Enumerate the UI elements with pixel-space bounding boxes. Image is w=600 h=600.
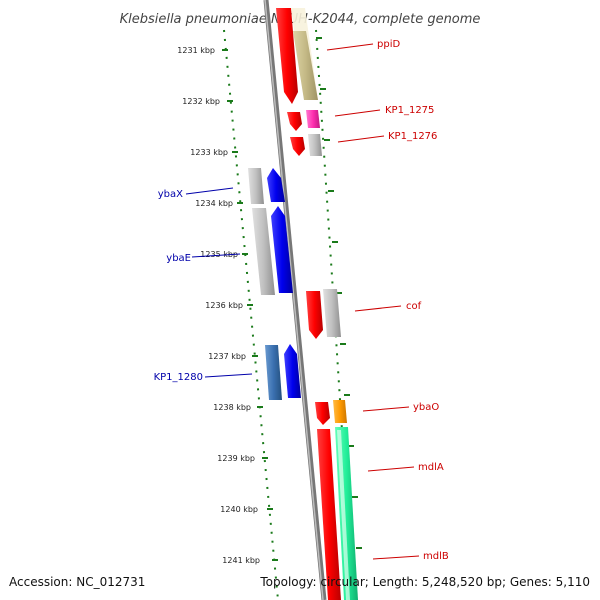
scale-label: 1239 kbp <box>217 454 255 463</box>
scale-label: 1234 kbp <box>195 199 233 208</box>
reverse-gene-labels: ybaX ybaE KP1_1280 <box>154 187 253 383</box>
cds-arrow-mdlA[interactable] <box>317 429 341 600</box>
scale-label: 1231 kbp <box>177 46 215 55</box>
cds-arrow-ybaO[interactable] <box>315 402 330 425</box>
gene-label-mdlB[interactable]: mdlB <box>423 551 449 562</box>
gene-ybaO[interactable] <box>333 400 347 423</box>
gene-KP1_1280[interactable] <box>265 345 282 400</box>
gene-label-KP1_1275[interactable]: KP1_1275 <box>385 105 434 116</box>
gene-label-KP1_1280[interactable]: KP1_1280 <box>154 372 203 383</box>
reverse-gene-track <box>248 168 282 400</box>
forward-gene-track <box>291 8 358 600</box>
gene-ybaE[interactable] <box>252 208 275 295</box>
major-ticks <box>222 37 362 561</box>
forward-gene-labels: ppiD KP1_1275 KP1_1276 cof ybaO mdlA mdl… <box>326 39 449 562</box>
genome-summary-text: Topology: circular; Length: 5,248,520 bp… <box>259 575 590 589</box>
genome-backbone <box>263 0 327 600</box>
cds-arrow-KP1_1280[interactable] <box>284 344 301 398</box>
gene-KP1_1275[interactable] <box>306 110 320 128</box>
gene-label-ybaX[interactable]: ybaX <box>158 189 183 200</box>
scale-labels: 1231 kbp 1232 kbp 1233 kbp 1234 kbp 1235… <box>177 46 260 565</box>
gene-label-mdlA[interactable]: mdlA <box>418 462 444 473</box>
forward-cds-track <box>276 8 341 600</box>
scale-label: 1238 kbp <box>213 403 251 412</box>
gene-label-cof[interactable]: cof <box>406 301 422 312</box>
cds-arrow-KP1_1276[interactable] <box>290 137 305 156</box>
scale-label: 1236 kbp <box>205 301 243 310</box>
gene-ppiD[interactable] <box>293 31 318 100</box>
cds-arrow-ppiD[interactable] <box>276 8 298 104</box>
cds-arrow-ybaE[interactable] <box>271 206 293 293</box>
gene-ybaX[interactable] <box>248 168 264 204</box>
gene-label-ybaO[interactable]: ybaO <box>413 402 439 413</box>
scale-label: 1235 kbp <box>200 250 238 259</box>
scale-label: 1232 kbp <box>182 97 220 106</box>
gene-label-ybaE[interactable]: ybaE <box>166 253 191 264</box>
gene-cof[interactable] <box>323 289 341 337</box>
scale-label: 1240 kbp <box>220 505 258 514</box>
gene-KP1_1276[interactable] <box>308 134 322 156</box>
scale-label: 1241 kbp <box>222 556 260 565</box>
cds-arrow-cof[interactable] <box>306 291 323 339</box>
gene-label-ppiD[interactable]: ppiD <box>377 39 400 50</box>
cds-arrow-ybaX[interactable] <box>267 168 285 202</box>
scale-label: 1233 kbp <box>190 148 228 157</box>
gene-label-KP1_1276[interactable]: KP1_1276 <box>388 131 437 142</box>
reverse-cds-track <box>267 168 301 398</box>
cds-arrow-KP1_1275[interactable] <box>287 112 302 131</box>
tick-track-left <box>223 29 279 600</box>
scale-label: 1237 kbp <box>208 352 246 361</box>
accession-text: Accession: NC_012731 <box>9 575 145 589</box>
